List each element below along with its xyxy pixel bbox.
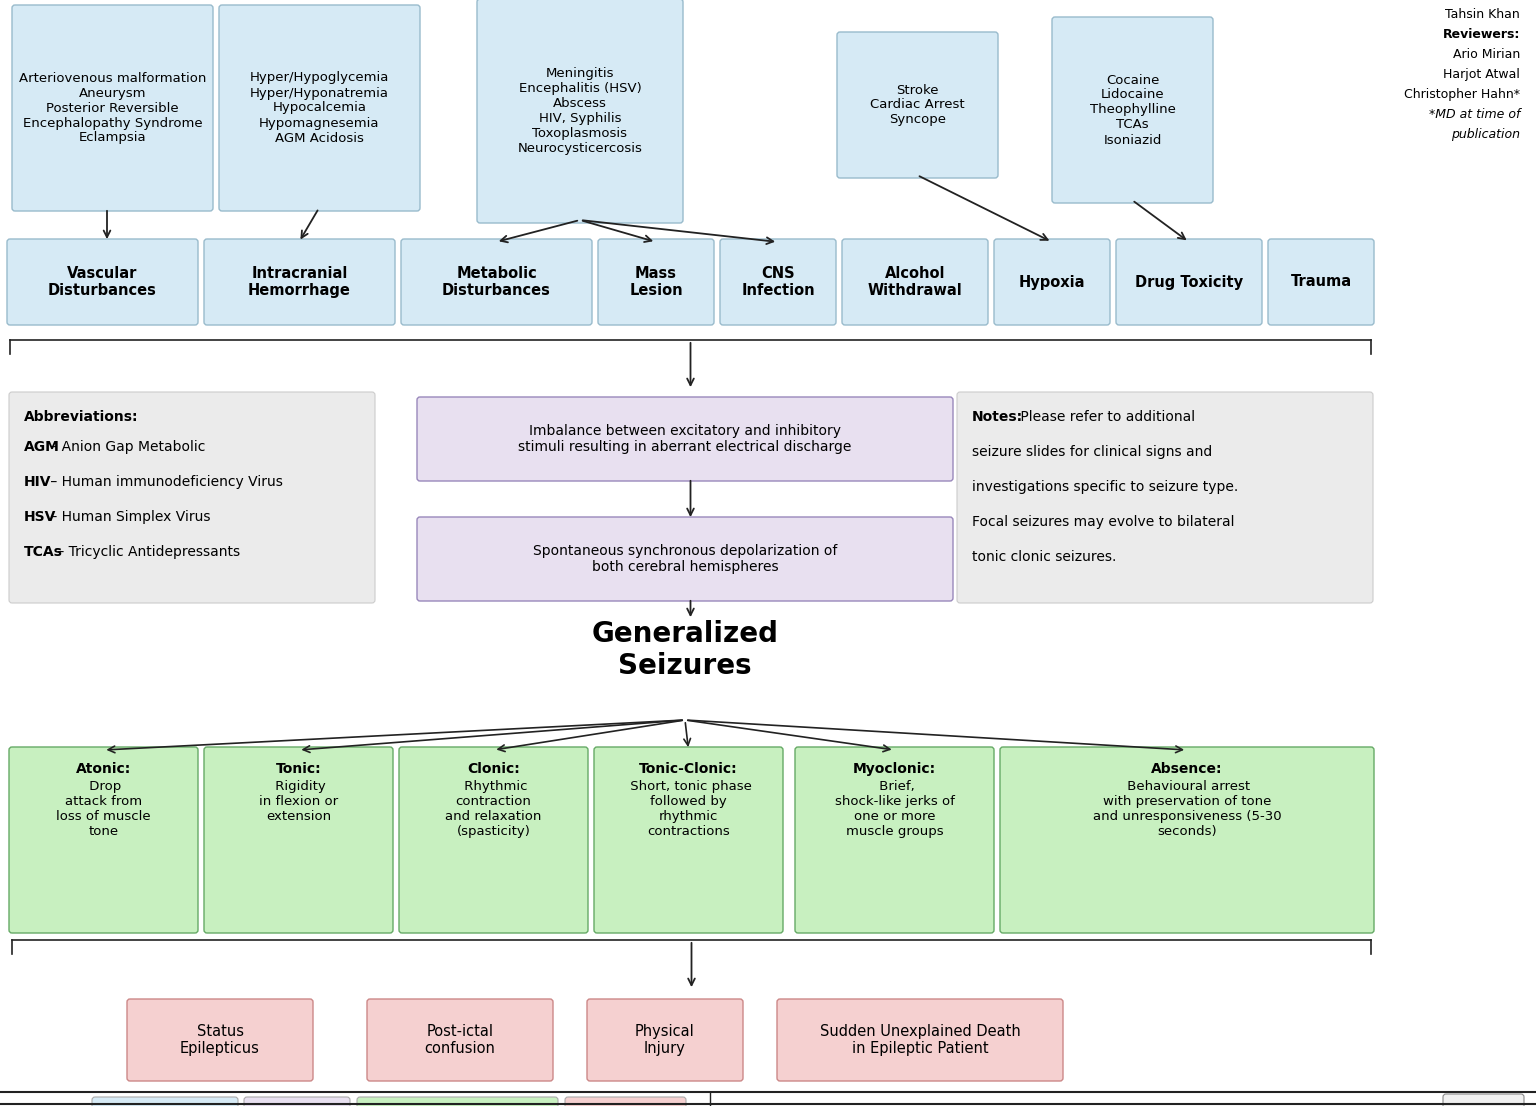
FancyBboxPatch shape [416,517,952,601]
FancyBboxPatch shape [777,999,1063,1081]
Text: Tonic-Clonic:: Tonic-Clonic: [639,762,737,776]
Text: – Human Simplex Virus: – Human Simplex Virus [46,510,210,524]
Text: Post-ictal
confusion: Post-ictal confusion [424,1024,496,1056]
Text: Spontaneous synchronous depolarization of
both cerebral hemispheres: Spontaneous synchronous depolarization o… [533,544,837,574]
Text: *MD at time of: *MD at time of [1428,108,1521,121]
FancyBboxPatch shape [204,239,395,325]
Text: Rigidity
in flexion or
extension: Rigidity in flexion or extension [260,780,338,823]
Text: seizure slides for clinical signs and: seizure slides for clinical signs and [972,445,1212,459]
Text: – Anion Gap Metabolic: – Anion Gap Metabolic [46,440,204,453]
FancyBboxPatch shape [994,239,1111,325]
Text: Hyper/Hypoglycemia
Hyper/Hyponatremia
Hypocalcemia
Hypomagnesemia
AGM Acidosis: Hyper/Hypoglycemia Hyper/Hyponatremia Hy… [250,72,389,145]
FancyBboxPatch shape [842,239,988,325]
Text: Atonic:: Atonic: [75,762,131,776]
FancyBboxPatch shape [127,999,313,1081]
Text: Myoclonic:: Myoclonic: [852,762,935,776]
Text: investigations specific to seizure type.: investigations specific to seizure type. [972,480,1238,494]
Text: Alcohol
Withdrawal: Alcohol Withdrawal [868,265,963,299]
Text: Sudden Unexplained Death
in Epileptic Patient: Sudden Unexplained Death in Epileptic Pa… [820,1024,1020,1056]
FancyBboxPatch shape [796,747,994,933]
Text: Cocaine
Lidocaine
Theophylline
TCAs
Isoniazid: Cocaine Lidocaine Theophylline TCAs Ison… [1089,73,1175,146]
Text: Behavioural arrest
with preservation of tone
and unresponsiveness (5-30
seconds): Behavioural arrest with preservation of … [1092,780,1281,838]
Text: Reviewers:: Reviewers: [1442,28,1521,41]
FancyBboxPatch shape [478,0,684,223]
Text: Status
Epilepticus: Status Epilepticus [180,1024,260,1056]
FancyBboxPatch shape [367,999,553,1081]
Text: Tahsin Khan: Tahsin Khan [1445,8,1521,21]
Text: Generalized
Seizures: Generalized Seizures [591,620,779,680]
Text: Clonic:: Clonic: [467,762,519,776]
Text: Arteriovenous malformation
Aneurysm
Posterior Reversible
Encephalopathy Syndrome: Arteriovenous malformation Aneurysm Post… [18,72,206,145]
Text: HIV: HIV [25,474,52,489]
FancyBboxPatch shape [416,397,952,481]
FancyBboxPatch shape [598,239,714,325]
FancyBboxPatch shape [9,392,375,603]
Text: Intracranial
Hemorrhage: Intracranial Hemorrhage [247,265,350,299]
Text: Drug Toxicity: Drug Toxicity [1135,274,1243,290]
FancyBboxPatch shape [720,239,836,325]
Text: HSV: HSV [25,510,57,524]
Text: tonic clonic seizures.: tonic clonic seizures. [972,550,1117,564]
Text: Vascular
Disturbances: Vascular Disturbances [48,265,157,299]
Text: – Human immunodeficiency Virus: – Human immunodeficiency Virus [46,474,283,489]
FancyBboxPatch shape [1442,1094,1524,1106]
Text: Hypoxia: Hypoxia [1018,274,1086,290]
Text: Tonic:: Tonic: [275,762,321,776]
Text: Trauma: Trauma [1290,274,1352,290]
FancyBboxPatch shape [565,1097,687,1106]
Text: Ario Mirian: Ario Mirian [1453,48,1521,61]
FancyBboxPatch shape [401,239,591,325]
FancyBboxPatch shape [1052,17,1213,204]
Text: Mass
Lesion: Mass Lesion [630,265,684,299]
Text: Focal seizures may evolve to bilateral: Focal seizures may evolve to bilateral [972,515,1235,529]
FancyBboxPatch shape [244,1097,350,1106]
FancyBboxPatch shape [1269,239,1375,325]
FancyBboxPatch shape [9,747,198,933]
Text: Imbalance between excitatory and inhibitory
stimuli resulting in aberrant electr: Imbalance between excitatory and inhibit… [518,424,851,455]
FancyBboxPatch shape [1000,747,1375,933]
Text: Meningitis
Encephalitis (HSV)
Abscess
HIV, Syphilis
Toxoplasmosis
Neurocysticerc: Meningitis Encephalitis (HSV) Abscess HI… [518,67,642,155]
Text: Physical
Injury: Physical Injury [634,1024,694,1056]
FancyBboxPatch shape [587,999,743,1081]
Text: Abbreviations:: Abbreviations: [25,410,138,424]
Text: CNS
Infection: CNS Infection [742,265,814,299]
Text: Notes:: Notes: [972,410,1023,424]
FancyBboxPatch shape [220,6,419,211]
Text: Drop
attack from
loss of muscle
tone: Drop attack from loss of muscle tone [57,780,151,838]
FancyBboxPatch shape [957,392,1373,603]
Text: Absence:: Absence: [1152,762,1223,776]
FancyBboxPatch shape [204,747,393,933]
Text: Christopher Hahn*: Christopher Hahn* [1404,88,1521,101]
FancyBboxPatch shape [356,1097,558,1106]
FancyBboxPatch shape [92,1097,238,1106]
Text: Please refer to additional: Please refer to additional [1015,410,1195,424]
FancyBboxPatch shape [12,6,214,211]
Text: AGM: AGM [25,440,60,453]
Text: publication: publication [1452,128,1521,140]
Text: TCAs: TCAs [25,545,63,559]
Text: Brief,
shock-like jerks of
one or more
muscle groups: Brief, shock-like jerks of one or more m… [834,780,954,838]
FancyBboxPatch shape [594,747,783,933]
Text: Metabolic
Disturbances: Metabolic Disturbances [442,265,551,299]
FancyBboxPatch shape [1117,239,1263,325]
Text: Short, tonic phase
followed by
rhythmic
contractions: Short, tonic phase followed by rhythmic … [625,780,751,838]
FancyBboxPatch shape [8,239,198,325]
Text: Rhythmic
contraction
and relaxation
(spasticity): Rhythmic contraction and relaxation (spa… [445,780,542,838]
FancyBboxPatch shape [399,747,588,933]
Text: Stroke
Cardiac Arrest
Syncope: Stroke Cardiac Arrest Syncope [871,83,965,126]
Text: – Tricyclic Antidepressants: – Tricyclic Antidepressants [52,545,240,559]
Text: Harjot Atwal: Harjot Atwal [1444,67,1521,81]
FancyBboxPatch shape [837,32,998,178]
